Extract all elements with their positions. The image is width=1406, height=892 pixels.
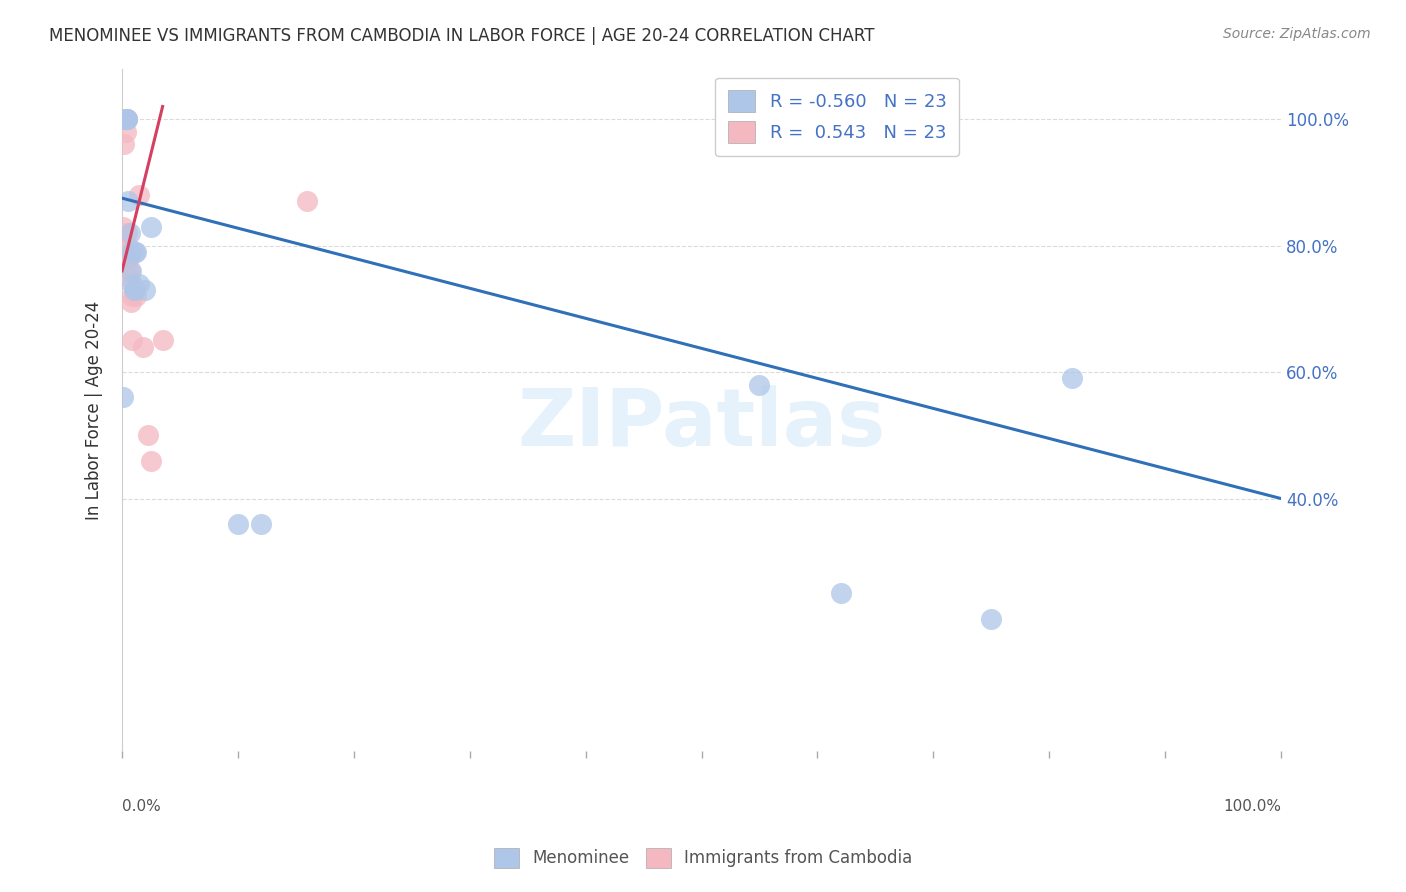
Point: [112, 244, 135, 259]
Point: [250, 516, 273, 531]
Point: [132, 340, 155, 354]
Point: [118, 251, 141, 265]
Text: Source: ZipAtlas.com: Source: ZipAtlas.com: [1223, 27, 1371, 41]
Point: [139, 219, 162, 234]
Point: [120, 226, 142, 240]
Point: [114, 112, 136, 127]
Point: [115, 226, 138, 240]
Legend: R = -0.560   N = 23, R =  0.543   N = 23: R = -0.560 N = 23, R = 0.543 N = 23: [716, 78, 959, 156]
Point: [112, 390, 135, 404]
Point: [134, 283, 156, 297]
Point: [117, 194, 139, 209]
Legend: Menominee, Immigrants from Cambodia: Menominee, Immigrants from Cambodia: [486, 841, 920, 875]
Text: ZIPatlas: ZIPatlas: [517, 384, 886, 463]
Point: [114, 125, 136, 139]
Point: [122, 283, 145, 297]
Point: [120, 264, 142, 278]
Point: [115, 112, 138, 127]
Point: [114, 112, 136, 127]
Point: [125, 244, 148, 259]
Point: [120, 244, 142, 259]
Point: [748, 377, 770, 392]
Point: [128, 188, 150, 202]
Y-axis label: In Labor Force | Age 20-24: In Labor Force | Age 20-24: [86, 301, 103, 520]
Point: [117, 238, 139, 252]
Point: [136, 428, 159, 442]
Point: [117, 251, 139, 265]
Point: [125, 289, 148, 303]
Point: [139, 453, 162, 467]
Point: [120, 295, 142, 310]
Point: [128, 277, 150, 291]
Point: [114, 112, 136, 127]
Point: [121, 277, 143, 291]
Point: [980, 612, 1002, 626]
Point: [226, 516, 249, 531]
Point: [297, 194, 319, 209]
Point: [112, 219, 135, 234]
Point: [112, 137, 135, 152]
Point: [115, 112, 138, 127]
Point: [121, 289, 143, 303]
Text: 100.0%: 100.0%: [1223, 799, 1281, 814]
Point: [124, 283, 146, 297]
Point: [118, 270, 141, 285]
Point: [152, 334, 174, 348]
Point: [120, 264, 142, 278]
Point: [115, 112, 138, 127]
Text: MENOMINEE VS IMMIGRANTS FROM CAMBODIA IN LABOR FORCE | AGE 20-24 CORRELATION CHA: MENOMINEE VS IMMIGRANTS FROM CAMBODIA IN…: [49, 27, 875, 45]
Point: [1062, 371, 1084, 385]
Point: [121, 334, 143, 348]
Text: 0.0%: 0.0%: [122, 799, 160, 814]
Point: [830, 586, 852, 600]
Point: [124, 244, 146, 259]
Point: [122, 283, 145, 297]
